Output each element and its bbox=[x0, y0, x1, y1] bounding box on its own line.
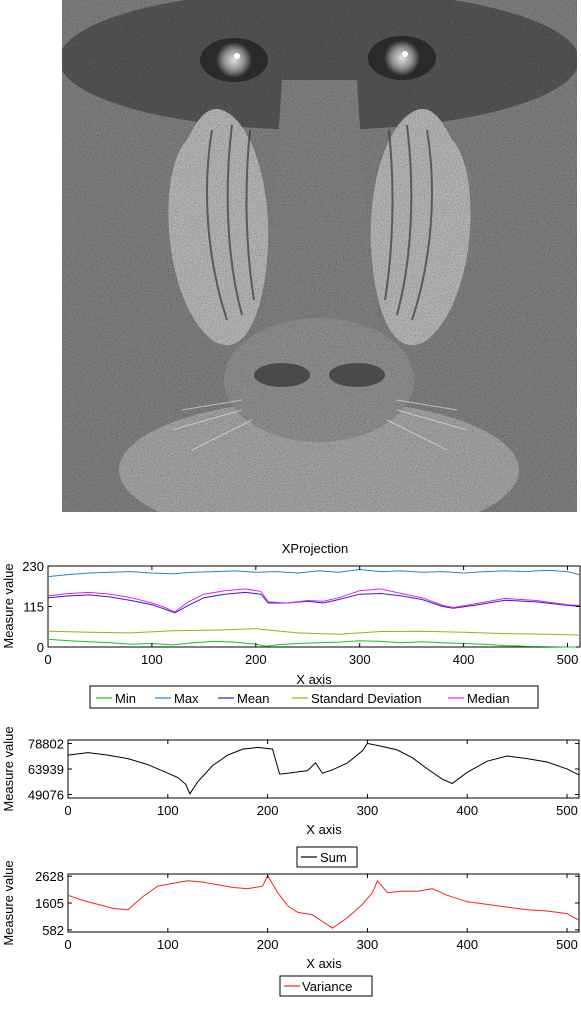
x-tick-label: 500 bbox=[556, 803, 578, 818]
x-tick-label: 400 bbox=[456, 803, 478, 818]
y-axis-label: Measure value bbox=[1, 860, 16, 945]
legend-label-min: Min bbox=[115, 691, 136, 706]
x-tick-label: 500 bbox=[557, 652, 579, 667]
y-tick-label: 78802 bbox=[28, 736, 64, 751]
x-tick-label: 300 bbox=[349, 652, 371, 667]
y-axis-label: Measure value bbox=[1, 563, 16, 648]
legend-label-std: Standard Deviation bbox=[311, 691, 422, 706]
legend-label-median: Median bbox=[467, 691, 510, 706]
x-tick-label: 0 bbox=[44, 652, 51, 667]
x-axis-label: X axis bbox=[306, 956, 342, 971]
x-tick-label: 200 bbox=[245, 652, 267, 667]
legend-label-mean: Mean bbox=[237, 691, 270, 706]
legend-box bbox=[279, 975, 373, 997]
plot-area bbox=[67, 739, 580, 799]
x-axis-label: X axis bbox=[296, 672, 332, 687]
legend-label-sum: Sum bbox=[320, 850, 347, 865]
y-tick-label: 582 bbox=[42, 923, 64, 938]
y-tick-label: 1605 bbox=[35, 896, 64, 911]
series-line-median bbox=[47, 588, 581, 613]
y-tick-label: 2628 bbox=[35, 869, 64, 884]
legend-label-max: Max bbox=[174, 691, 199, 706]
series-line-sum bbox=[67, 742, 580, 795]
legend: Sum bbox=[301, 850, 347, 865]
x-tick-label: 100 bbox=[157, 803, 179, 818]
right-nostril bbox=[329, 363, 385, 387]
series-line-variance bbox=[67, 874, 580, 929]
legend-label-variance: Variance bbox=[302, 979, 352, 994]
x-axis-label: X axis bbox=[306, 822, 342, 837]
left-nostril bbox=[254, 363, 310, 387]
right-eye bbox=[384, 40, 420, 76]
x-tick-label: 300 bbox=[357, 937, 379, 952]
series-line-max bbox=[47, 568, 581, 578]
xprojection-chart: XProjection 0 100 200 300 400 500 0 115 230 X ax… bbox=[1, 541, 581, 709]
series-line-standard-deviation bbox=[47, 628, 581, 636]
y-axis-label: Measure value bbox=[1, 726, 16, 811]
plot-area bbox=[67, 873, 580, 933]
legend-box bbox=[89, 685, 539, 709]
y-tick-label: 49076 bbox=[28, 788, 64, 803]
y-tick-label: 0 bbox=[37, 640, 44, 655]
x-tick-label: 100 bbox=[141, 652, 163, 667]
baboon-illustration bbox=[62, 0, 577, 512]
legend-box bbox=[296, 846, 358, 868]
plot-area bbox=[47, 565, 581, 648]
variance-chart: 0 100 200 300 400 500 582 1605 2628 X axis Measu… bbox=[1, 860, 580, 997]
legend: Min Max Mean Standard Deviation Median bbox=[96, 691, 510, 706]
y-tick-label: 115 bbox=[23, 600, 44, 615]
y-tick-label: 63939 bbox=[28, 762, 64, 777]
legend: Variance bbox=[284, 979, 352, 994]
x-tick-label: 200 bbox=[257, 803, 279, 818]
x-tick-label: 400 bbox=[456, 937, 478, 952]
series-line-min bbox=[47, 638, 580, 648]
x-tick-label: 200 bbox=[257, 937, 279, 952]
x-tick-label: 0 bbox=[64, 937, 71, 952]
y-tick-label: 230 bbox=[22, 559, 44, 574]
x-tick-label: 500 bbox=[556, 937, 578, 952]
x-tick-label: 400 bbox=[453, 652, 475, 667]
x-tick-label: 100 bbox=[157, 937, 179, 952]
left-eye bbox=[216, 42, 252, 78]
x-tick-label: 300 bbox=[357, 803, 379, 818]
x-tick-label: 0 bbox=[64, 803, 71, 818]
chart-title: XProjection bbox=[282, 541, 348, 556]
baboon-photo bbox=[62, 0, 577, 512]
sum-chart: 0 100 200 300 400 500 49076 63939 78802 X axis M… bbox=[1, 726, 580, 868]
